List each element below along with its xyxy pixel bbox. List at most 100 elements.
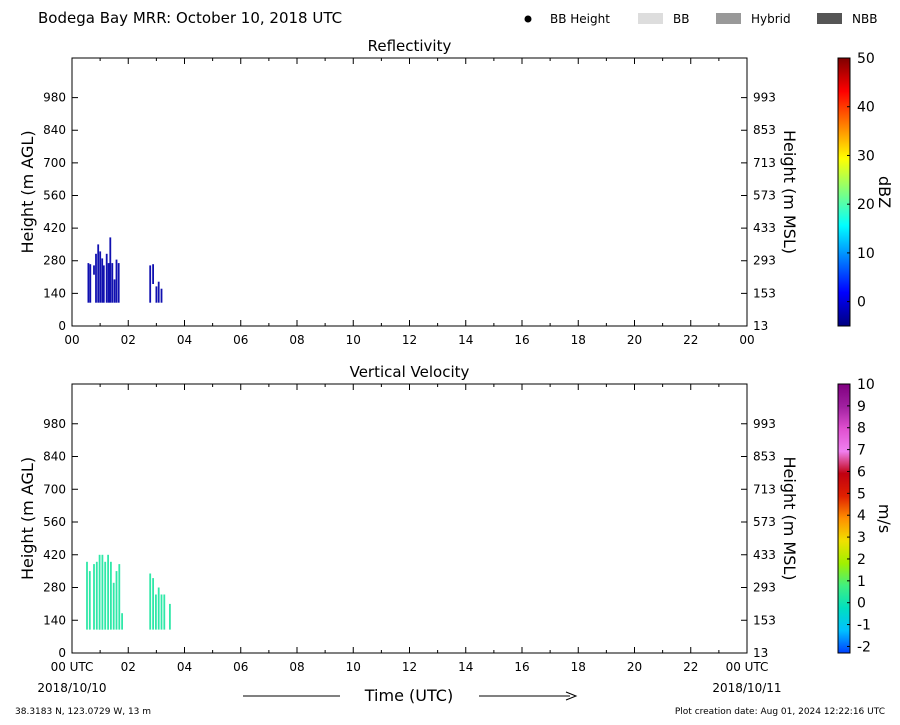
y-tick-label-right: 993 <box>753 417 776 431</box>
x-tick-label: 22 <box>683 333 698 347</box>
y-tick-label-left: 0 <box>58 319 66 333</box>
echo-column <box>157 281 160 303</box>
y-tick-label-left: 140 <box>43 613 66 627</box>
colorbar-tick-label: 20 <box>857 197 875 213</box>
colorbar-tick-label: -1 <box>857 618 871 634</box>
echo-column <box>86 561 88 630</box>
x-tick-label: 20 <box>627 333 642 347</box>
y-tick-label-left: 700 <box>43 482 66 496</box>
y-tick-label-left: 980 <box>43 417 66 431</box>
x-tick-label: 00 UTC <box>726 660 769 674</box>
y-tick-label-right: 573 <box>753 188 776 202</box>
y-tick-label-left: 840 <box>43 123 66 137</box>
y-tick-label-left: 420 <box>43 221 66 235</box>
colorbar-tick-label: 30 <box>857 148 875 164</box>
x-tick-label: 08 <box>289 333 304 347</box>
y-tick-label-left: 0 <box>58 646 66 660</box>
echo-column <box>111 263 114 303</box>
y-tick-label-left: 700 <box>43 156 66 170</box>
echo-column <box>97 244 100 303</box>
y-tick-label-right: 853 <box>753 450 776 464</box>
x-tick-label: 08 <box>289 660 304 674</box>
colorbar-label: dBZ <box>875 176 894 208</box>
y-tick-label-right: 153 <box>753 613 776 627</box>
echo-column <box>121 613 123 630</box>
colorbar <box>837 383 851 654</box>
y-axis-label-left: Height (m AGL) <box>18 457 37 580</box>
x-tick-label: 10 <box>346 660 361 674</box>
echo-column <box>93 564 95 630</box>
colorbar-tick-label: 40 <box>857 100 875 116</box>
colorbar-tick-label: 8 <box>857 421 866 437</box>
echo-column <box>89 264 92 303</box>
legend-label: BB <box>673 12 689 26</box>
x-tick-label: 10 <box>346 333 361 347</box>
plot-frame <box>71 57 748 327</box>
xlabel-arrowhead <box>565 691 578 701</box>
colorbar-tick-label: 3 <box>857 530 866 546</box>
x-tick-label: 06 <box>233 333 248 347</box>
echo-column <box>155 594 157 630</box>
y-tick-label-left: 980 <box>43 91 66 105</box>
colorbar-tick-label: 4 <box>857 508 866 524</box>
x-tick-label: 02 <box>121 660 136 674</box>
x-tick-label: 04 <box>177 660 192 674</box>
y-tick-label-right: 153 <box>753 286 776 300</box>
x-tick-label: 20 <box>627 660 642 674</box>
x-axis-label: Time (UTC) <box>364 686 453 705</box>
figure-title: Bodega Bay MRR: October 10, 2018 UTC <box>38 9 342 27</box>
colorbar-tick-label: 0 <box>857 596 866 612</box>
echo-column <box>102 265 105 303</box>
echo-column <box>101 554 104 630</box>
y-axis-label-right: Height (m MSL) <box>780 130 799 254</box>
legend-swatch <box>817 13 842 24</box>
echo-column <box>160 288 163 303</box>
y-tick-label-right: 993 <box>753 91 776 105</box>
y-tick-label-right: 713 <box>753 156 776 170</box>
y-tick-label-right: 433 <box>753 221 776 235</box>
legend-label: NBB <box>852 12 877 26</box>
y-tick-label-right: 853 <box>753 123 776 137</box>
x-tick-label: 04 <box>177 333 192 347</box>
x-tick-label: 12 <box>402 333 417 347</box>
x-tick-label: 16 <box>514 333 529 347</box>
panel-title: Vertical Velocity <box>350 363 470 381</box>
echo-column <box>163 594 166 630</box>
y-tick-label-right: 13 <box>753 319 768 333</box>
x-tick-label: 06 <box>233 660 248 674</box>
echo-column <box>87 263 90 303</box>
x-tick-label: 12 <box>402 660 417 674</box>
colorbar-tick-label: 2 <box>857 552 866 568</box>
colorbar-tick-label: 5 <box>857 486 866 502</box>
y-tick-label-left: 140 <box>43 286 66 300</box>
y-tick-label-left: 280 <box>43 581 66 595</box>
y-axis-label-left: Height (m AGL) <box>18 130 37 253</box>
legend-swatch <box>716 13 741 24</box>
echo-column <box>149 573 152 630</box>
echo-column <box>104 561 107 630</box>
legend-swatch <box>638 13 663 24</box>
echo-column <box>115 259 118 303</box>
colorbar-tick-label: -2 <box>857 639 871 655</box>
y-tick-label-left: 840 <box>43 450 66 464</box>
y-tick-label-left: 560 <box>43 188 66 202</box>
y-axis-label-right: Height (m MSL) <box>780 456 799 580</box>
echo-column <box>152 578 154 630</box>
echo-column <box>109 237 112 303</box>
echo-column <box>169 603 171 630</box>
x-tick-label: 02 <box>121 333 136 347</box>
y-tick-label-left: 420 <box>43 548 66 562</box>
y-tick-label-left: 560 <box>43 515 66 529</box>
y-tick-label-right: 433 <box>753 548 776 562</box>
colorbar-tick-label: 9 <box>857 399 866 415</box>
legend-marker-bb-height <box>524 15 532 23</box>
echo-column <box>113 279 116 303</box>
x-tick-label: 18 <box>571 660 586 674</box>
x-tick-label: 16 <box>514 660 529 674</box>
colorbar-tick-label: 1 <box>857 574 866 590</box>
x-tick-label: 14 <box>458 660 473 674</box>
x-tick-label: 18 <box>571 333 586 347</box>
x-tick-label: 00 <box>739 333 754 347</box>
